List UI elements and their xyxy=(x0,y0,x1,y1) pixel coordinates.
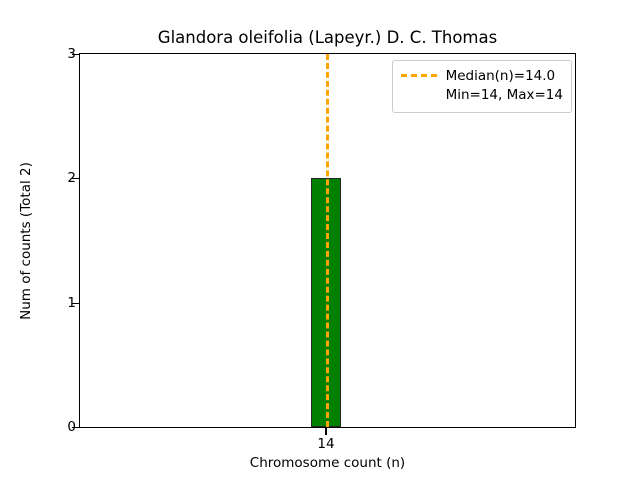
y-tick-mark xyxy=(72,54,80,56)
y-tick-label: 3 xyxy=(67,46,76,62)
y-tick-mark xyxy=(72,427,80,429)
legend-median-swatch xyxy=(400,67,437,84)
x-tick-mark xyxy=(325,427,327,435)
y-tick-label: 1 xyxy=(67,294,76,311)
y-tick-label: 2 xyxy=(67,170,76,187)
legend-entry-median: Median(n)=14.0 Min=14, Max=14 xyxy=(446,67,563,105)
y-tick-mark xyxy=(72,302,80,304)
dashed-line-icon xyxy=(400,74,437,77)
x-axis-label: Chromosome count (n) xyxy=(249,455,406,471)
y-tick-mark xyxy=(72,178,80,180)
legend-minmax-label: Min=14, Max=14 xyxy=(445,87,563,103)
legend: Median(n)=14.0 Min=14, Max=14 xyxy=(391,60,572,113)
y-axis-label: Num of counts (Total 2) xyxy=(16,53,36,428)
legend-median-label: Median(n)=14.0 xyxy=(445,68,556,84)
y-tick-label: 0 xyxy=(67,419,76,435)
median-line xyxy=(326,54,329,427)
plot-area: 0 1 2 3 14 Median(n)=14.0 xyxy=(67,47,576,452)
page-title: Glandora oleifolia (Lapeyr.) D. C. Thoma… xyxy=(157,28,498,47)
y-axis-label-text: Num of counts (Total 2) xyxy=(18,161,35,320)
x-tick-label: 14 xyxy=(317,436,335,452)
